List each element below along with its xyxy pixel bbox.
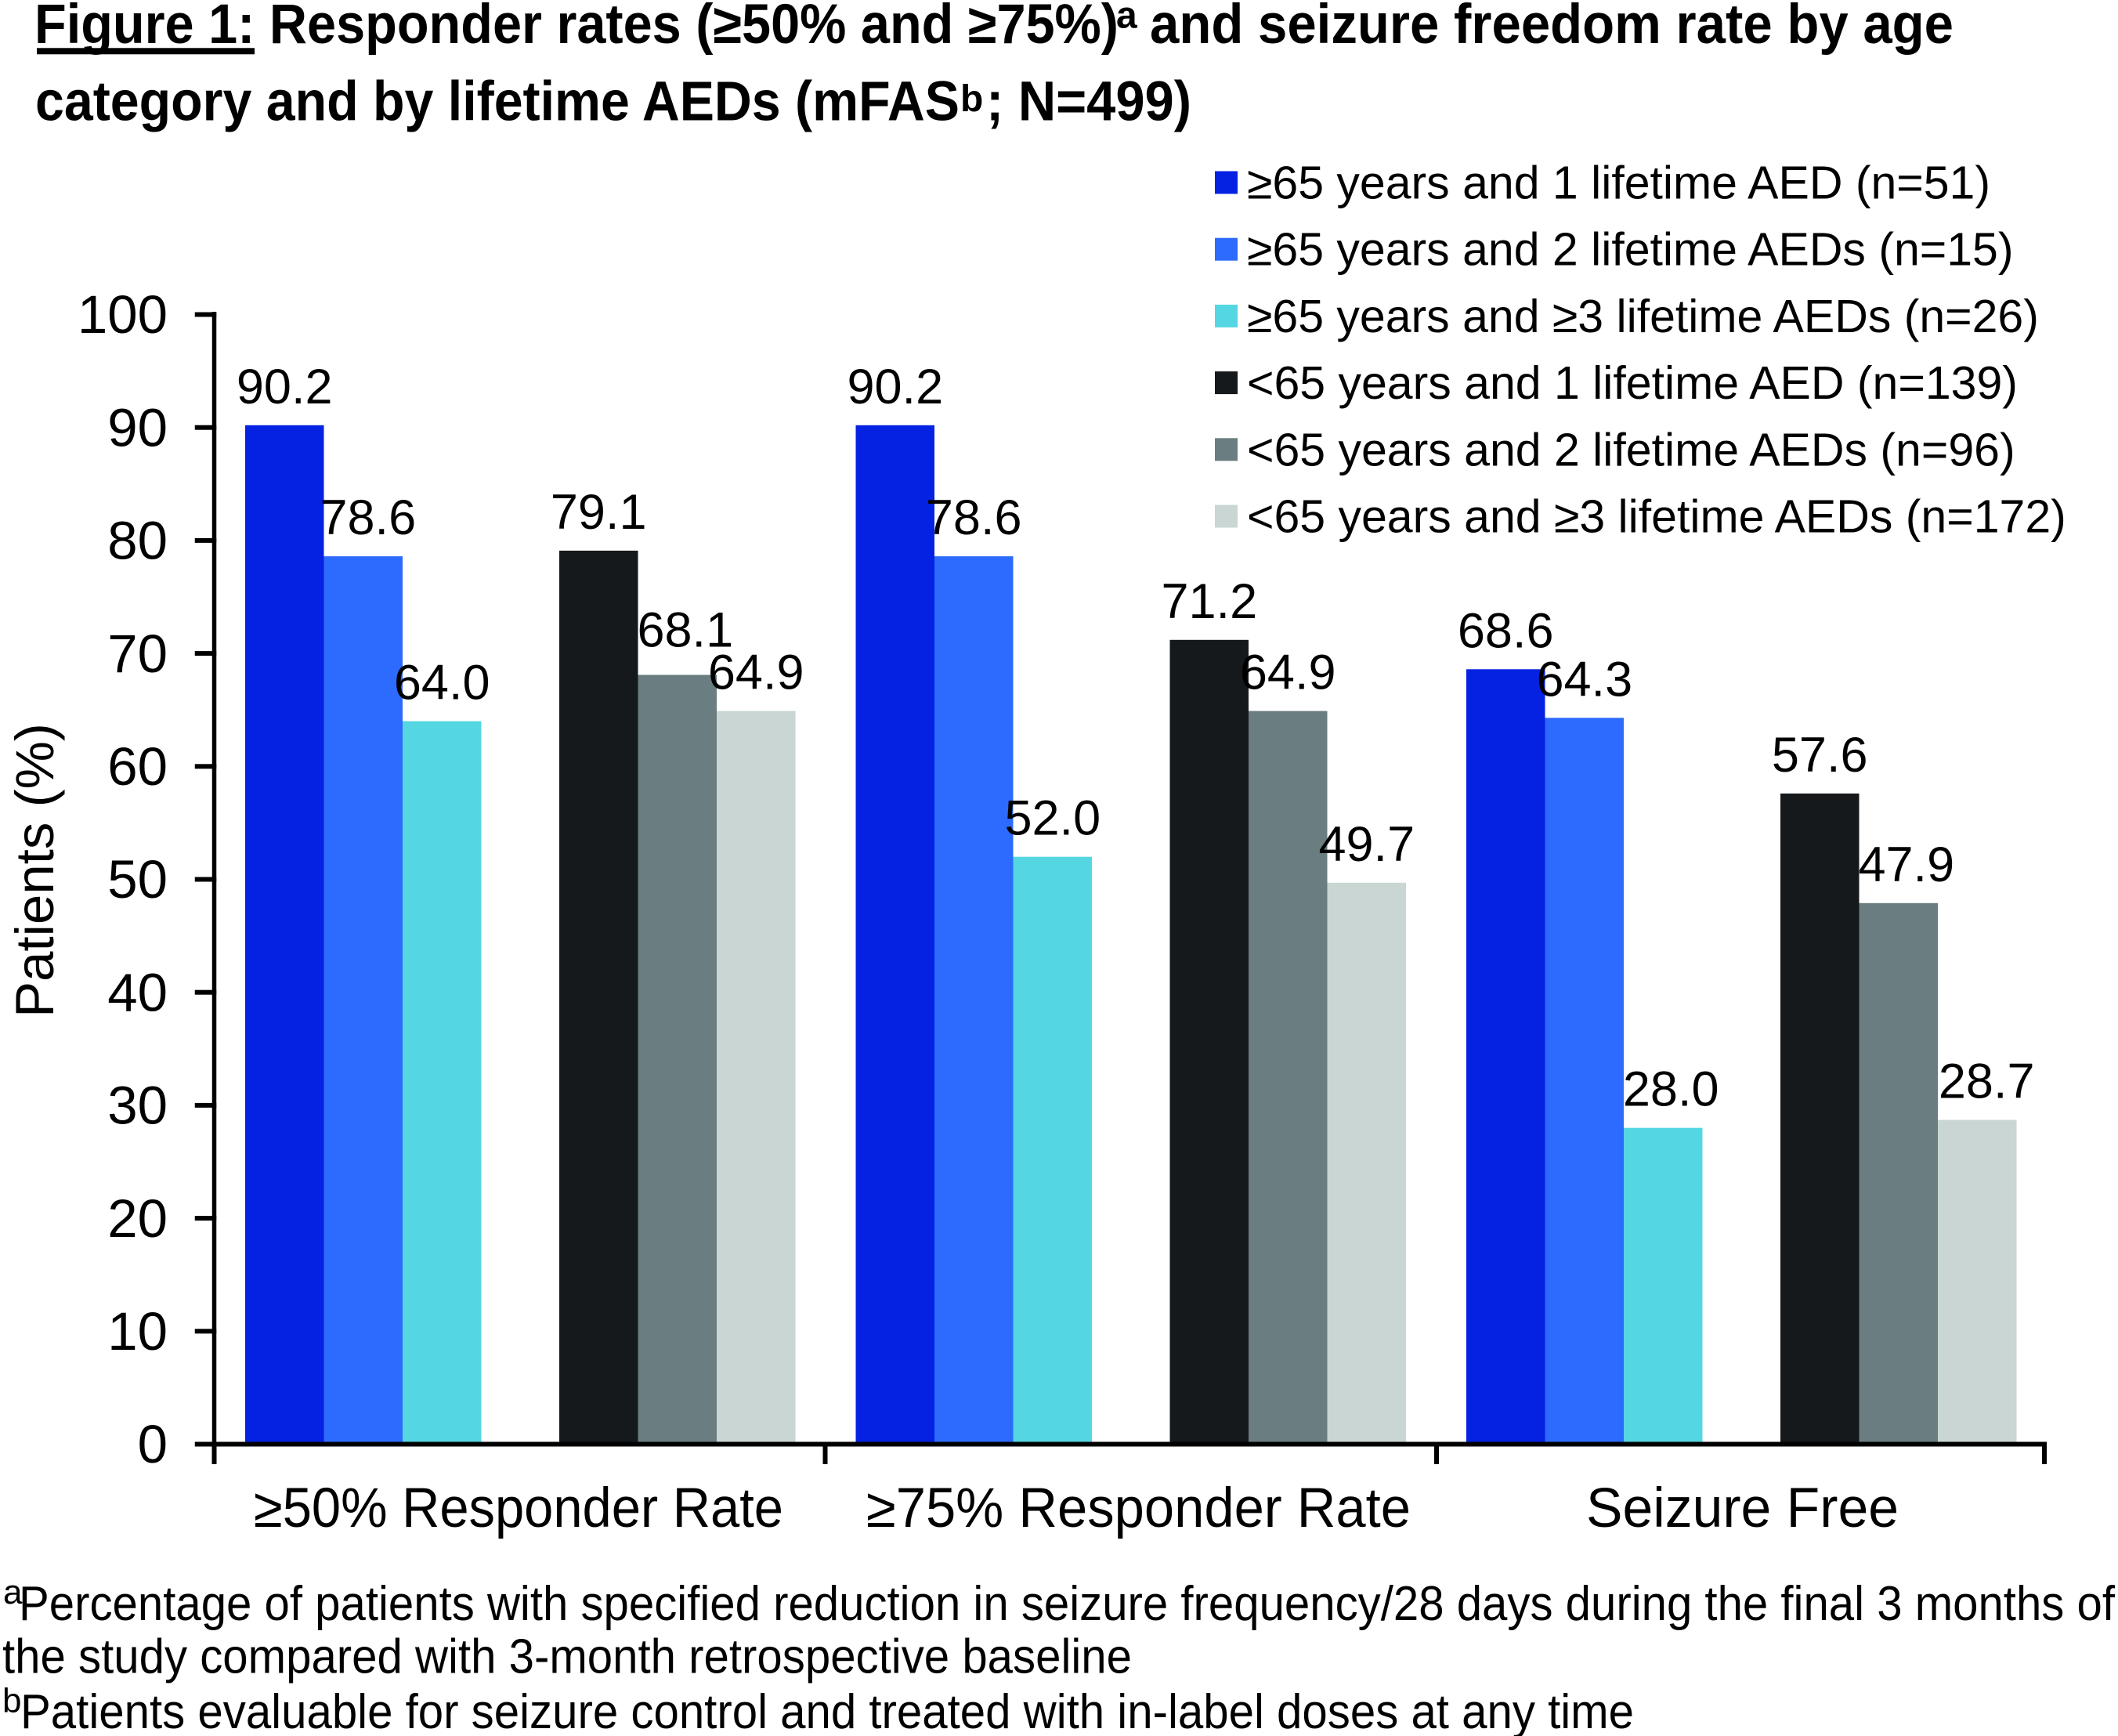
svg-text:64.3: 64.3 [1536,652,1632,707]
svg-text:57.6: 57.6 [1772,728,1868,783]
svg-text:0: 0 [138,1414,168,1474]
svg-text:a: a [3,1573,23,1611]
svg-text:20: 20 [107,1188,168,1249]
svg-text:Patients (%): Patients (%) [5,723,65,1018]
svg-text:<65 years and 2 lifetime AEDs: <65 years and 2 lifetime AEDs (n=96) [1247,424,2015,476]
svg-text:30: 30 [107,1076,168,1136]
svg-text:10: 10 [107,1301,168,1362]
svg-text:≥50% Responder Rate: ≥50% Responder Rate [254,1477,783,1539]
svg-text:80: 80 [107,511,168,571]
svg-text:90: 90 [107,397,168,458]
svg-text:≥65 years and 1 lifetime AED (: ≥65 years and 1 lifetime AED (n=51) [1247,157,1990,209]
svg-text:b: b [960,78,983,120]
svg-text:28.7: 28.7 [1939,1054,2035,1109]
svg-text:Percentage of patients with sp: Percentage of patients with specified re… [19,1577,2116,1631]
svg-text:28.0: 28.0 [1623,1062,1719,1117]
svg-text:40: 40 [107,962,168,1022]
svg-text:<65 years and 1 lifetime AED (: <65 years and 1 lifetime AED (n=139) [1247,357,2018,409]
svg-text:a: a [1116,0,1137,37]
svg-text:90.2: 90.2 [847,360,943,414]
svg-text:100: 100 [78,284,168,345]
svg-text:64.0: 64.0 [394,656,490,711]
svg-text:category and by lifetime AEDs: category and by lifetime AEDs (mFAS [35,71,960,133]
svg-text:and seizure freedom rate by ag: and seizure freedom rate by age [1150,0,1954,56]
svg-text:≥65 years and ≥3 lifetime AEDs: ≥65 years and ≥3 lifetime AEDs (n=26) [1247,291,2039,342]
svg-text:68.1: 68.1 [637,603,733,658]
svg-text:64.9: 64.9 [1240,646,1336,700]
svg-text:50: 50 [107,849,168,910]
svg-text:49.7: 49.7 [1318,817,1415,872]
svg-text:Figure 1: Responder rates (≥50: Figure 1: Responder rates (≥50% and ≥75%… [34,0,1119,56]
svg-text:64.9: 64.9 [708,646,804,700]
svg-text:; N=499): ; N=499) [986,71,1191,133]
svg-text:≥75% Responder Rate: ≥75% Responder Rate [866,1477,1411,1539]
svg-text:68.6: 68.6 [1458,603,1554,658]
svg-text:79.1: 79.1 [551,485,647,540]
svg-text:≥65 years and 2 lifetime AEDs: ≥65 years and 2 lifetime AEDs (n=15) [1247,224,2014,276]
svg-text:78.6: 78.6 [320,490,416,545]
svg-text:Patients evaluable for seizure: Patients evaluable for seizure control a… [20,1685,1634,1736]
svg-text:47.9: 47.9 [1858,837,1954,892]
svg-text:b: b [2,1682,21,1720]
svg-text:<65 years and ≥3 lifetime AEDs: <65 years and ≥3 lifetime AEDs (n=172) [1247,491,2066,543]
svg-text:60: 60 [107,736,168,797]
svg-text:71.2: 71.2 [1161,574,1257,629]
svg-text:52.0: 52.0 [1004,791,1101,846]
svg-text:78.6: 78.6 [926,490,1022,545]
svg-text:the study compared with 3-mont: the study compared with 3-month retrospe… [2,1630,1132,1684]
svg-text:Seizure Free: Seizure Free [1586,1477,1899,1539]
svg-text:90.2: 90.2 [237,360,333,414]
svg-text:70: 70 [107,624,168,684]
